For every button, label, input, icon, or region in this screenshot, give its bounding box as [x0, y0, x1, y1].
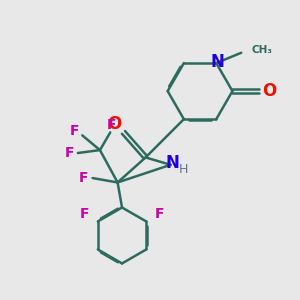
Text: N: N [165, 154, 179, 172]
Text: N: N [211, 52, 225, 70]
Text: F: F [107, 118, 116, 132]
Text: F: F [70, 124, 80, 138]
Text: CH₃: CH₃ [252, 45, 273, 55]
Text: O: O [107, 115, 122, 133]
Text: F: F [79, 171, 88, 185]
Text: H: H [179, 163, 188, 176]
Text: F: F [64, 146, 74, 160]
Text: F: F [155, 207, 164, 221]
Text: F: F [80, 207, 89, 221]
Text: O: O [262, 82, 276, 100]
